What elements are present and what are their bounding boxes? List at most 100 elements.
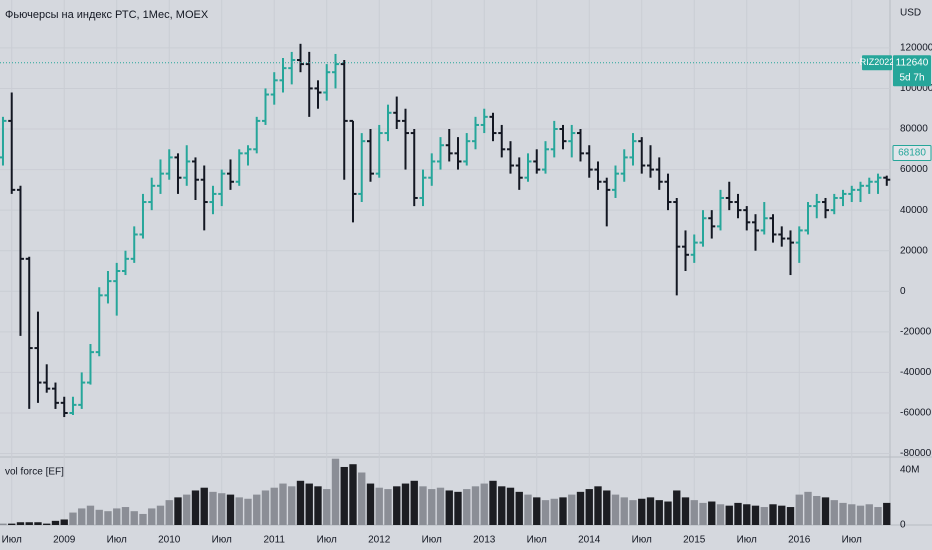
volume-bar (366, 483, 375, 525)
volume-bar (156, 505, 165, 525)
volume-bar (769, 504, 777, 525)
volume-bar (699, 502, 707, 525)
volume-bar (148, 508, 156, 525)
volume-bar (419, 486, 427, 525)
volume-tick-label: 40M (900, 464, 919, 475)
volume-bar (375, 487, 383, 525)
y-tick-label: -40000 (900, 367, 932, 378)
volume-bar (568, 494, 576, 525)
volume-bar (25, 522, 33, 525)
volume-bar (681, 497, 690, 525)
volume-bar (305, 483, 313, 525)
volume-bar (288, 486, 296, 525)
volume-bar (830, 500, 838, 525)
y-tick-label: 120000 (900, 43, 932, 54)
volume-bar (34, 522, 42, 525)
volume-bar (340, 466, 348, 525)
y-tick-label: 40000 (900, 205, 928, 216)
volume-bar (856, 505, 865, 525)
volume-bar (16, 522, 25, 525)
x-tick-label: Июл (422, 535, 442, 546)
x-tick-label: Июл (2, 535, 22, 546)
y-tick-label: 20000 (900, 245, 928, 256)
volume-bar (244, 498, 252, 525)
countdown-label: 5d 7h (899, 72, 924, 83)
volume-bar (725, 505, 733, 525)
volume-bar (200, 487, 208, 525)
volume-bar (139, 513, 147, 525)
volume-bar (751, 505, 760, 525)
volume-bar (0, 523, 7, 525)
volume-bar (874, 507, 882, 525)
volume-bar (603, 490, 611, 525)
x-tick-label: 2010 (158, 535, 181, 546)
volume-bar (401, 483, 410, 525)
x-tick-label: 2011 (263, 535, 285, 546)
volume-bar (734, 502, 742, 525)
volume-bar (821, 497, 830, 525)
volume-bar (594, 486, 602, 525)
volume-bar (165, 500, 173, 525)
y-tick-label: -80000 (900, 448, 932, 459)
volume-bar (104, 511, 112, 525)
volume-bar (515, 491, 523, 525)
volume-tick-label: 0 (900, 520, 906, 531)
y-tick-label: 100000 (900, 83, 932, 94)
chart-title: Фьючерсы на индекс РТС, 1Мес, MOEX (5, 9, 209, 21)
volume-bar (235, 497, 243, 525)
volume-bar (778, 505, 786, 525)
volume-bar (576, 491, 585, 525)
volume-bar (314, 486, 322, 525)
volume-bar (209, 491, 217, 525)
volume-bar (690, 500, 698, 525)
y-tick-label: 60000 (900, 164, 928, 175)
volume-bar (331, 458, 340, 525)
volume-bar (541, 500, 550, 525)
volume-bar (839, 502, 847, 525)
volume-bar (436, 487, 445, 525)
volume-bar (43, 523, 51, 525)
volume-bar (78, 508, 86, 525)
marker-label: 68180 (898, 148, 926, 159)
volume-bar (358, 472, 366, 525)
x-tick-label: Июл (737, 535, 757, 546)
volume-bar (270, 487, 278, 525)
volume-bar (279, 483, 287, 525)
volume-bar (410, 480, 418, 525)
volume-bar (664, 501, 672, 525)
volume-bar (786, 507, 795, 525)
volume-bar (611, 494, 620, 525)
volume-bar (620, 497, 628, 525)
volume-bar (296, 480, 305, 525)
x-tick-label: 2012 (368, 535, 391, 546)
volume-bar (506, 487, 515, 525)
volume-bar (454, 491, 462, 525)
x-tick-label: 2016 (788, 535, 811, 546)
volume-bar (471, 486, 480, 525)
volume-bar (8, 523, 16, 525)
volume-bar (708, 501, 716, 525)
volume-bar (253, 494, 261, 525)
price-label: 112640 (896, 57, 929, 68)
volume-bar (191, 490, 200, 525)
volume-bar (218, 493, 226, 525)
volume-bar (533, 497, 541, 525)
volume-bar (113, 508, 121, 525)
volume-bar (585, 489, 593, 525)
volume-bar (86, 505, 95, 525)
volume-bar (629, 500, 637, 525)
y-tick-label: 0 (900, 286, 906, 297)
volume-bar (498, 486, 506, 525)
volume-bar (848, 504, 856, 525)
volume-bar (760, 507, 768, 525)
price-tag (893, 55, 931, 87)
y-tick-label: -60000 (900, 408, 932, 419)
volume-title: vol force [EF] (5, 467, 64, 478)
volume-bar (384, 489, 392, 525)
volume-bar (646, 497, 655, 525)
volume-bar (480, 483, 488, 525)
volume-bar (393, 486, 401, 525)
volume-bar (673, 490, 681, 525)
volume-bar (716, 504, 725, 525)
